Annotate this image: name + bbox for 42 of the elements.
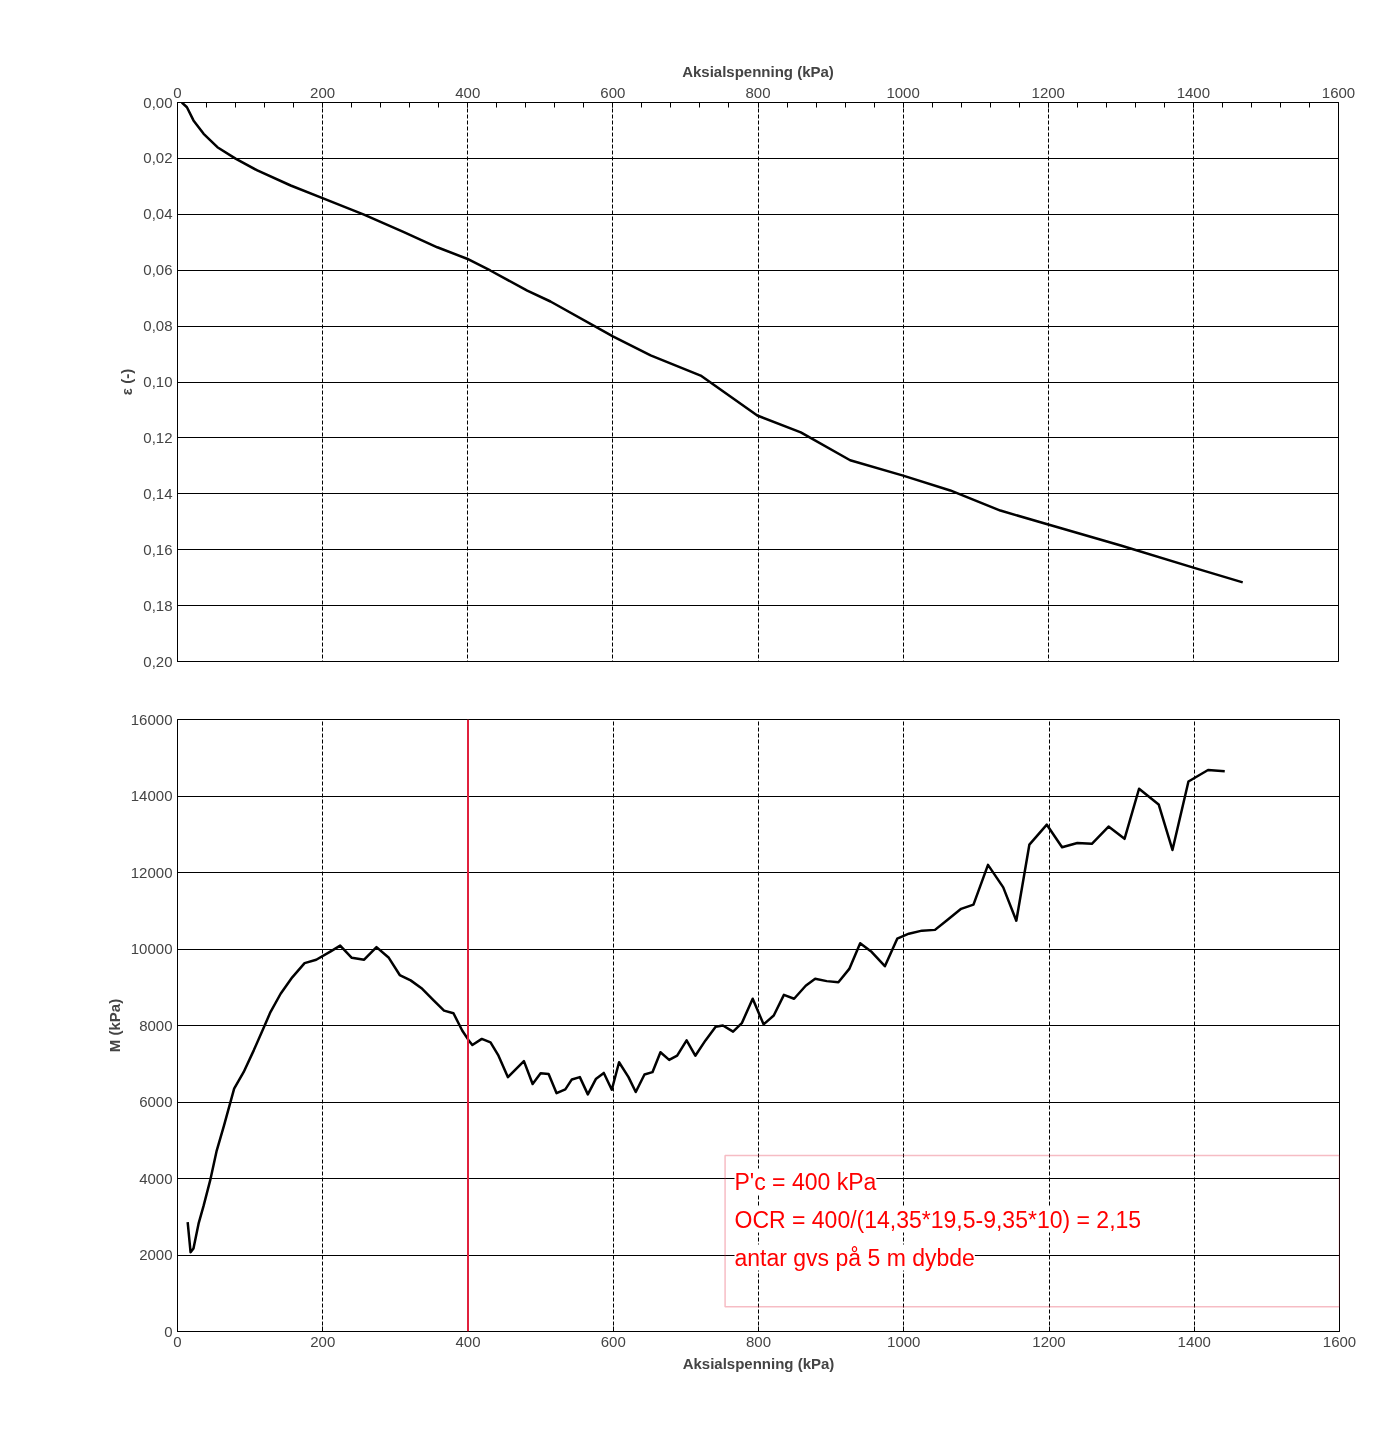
y-tick-label: 0,12: [143, 428, 173, 446]
y-tick-label: 12000: [130, 863, 173, 881]
annotation: OCR = 400/(14,35*19,5-9,35*10) = 2,15: [734, 1206, 1142, 1233]
y-tick-label: 0,08: [143, 317, 173, 335]
x-tick-label: 1600: [1321, 83, 1356, 101]
y-tick-label: 0,04: [143, 205, 173, 223]
x-axis-title: Aksialspenning (kPa): [682, 62, 834, 80]
x-tick-label: 1400: [1176, 83, 1211, 101]
x-tick-label: 800: [745, 1332, 772, 1350]
x-tick-label: 400: [455, 83, 481, 101]
y-tick-label: 0,06: [143, 261, 173, 279]
y-tick-label: 14000: [130, 787, 173, 804]
x-tick-label: 1400: [1177, 1332, 1211, 1350]
y-tick-label: 0,16: [143, 540, 173, 558]
y-tick-label: 8000: [139, 1016, 173, 1034]
y-tick-label: 0,10: [143, 373, 173, 390]
x-tick-label: 400: [455, 1332, 481, 1350]
x-tick-label: 200: [310, 83, 336, 101]
x-tick-label: 600: [600, 83, 626, 101]
x-tick-label: 200: [310, 1332, 336, 1350]
annotation: antar gvs på 5 m dybde: [734, 1244, 975, 1271]
y-tick-label: 6000: [139, 1093, 173, 1110]
x-axis-title: Aksialspenning (kPa): [682, 1354, 835, 1372]
x-tick-label: 1000: [887, 1332, 921, 1350]
y-tick-label: 16000: [130, 710, 173, 728]
y-tick-label: 10000: [130, 940, 173, 957]
y-tick-label: 0,14: [143, 484, 173, 502]
x-tick-label: 1200: [1032, 1332, 1066, 1350]
y-tick-label: 2000: [139, 1246, 173, 1263]
y-tick-label: 0,02: [143, 149, 173, 167]
y-tick-label: 0,18: [143, 596, 173, 614]
y-axis-title: M (kPa): [105, 998, 123, 1053]
x-tick-label: 1200: [1031, 83, 1065, 101]
x-tick-label: 600: [600, 1332, 626, 1350]
y-tick-label: 4000: [139, 1169, 173, 1187]
y-tick-label: 0,20: [143, 652, 173, 670]
y-tick-label: 0,00: [143, 93, 173, 111]
x-tick-label: 1600: [1322, 1332, 1357, 1350]
y-axis-title: ε (-): [118, 368, 136, 396]
x-tick-label: 800: [745, 83, 771, 101]
annotation: P'c = 400 kPa: [734, 1168, 877, 1195]
x-tick-label: 1000: [886, 83, 920, 101]
